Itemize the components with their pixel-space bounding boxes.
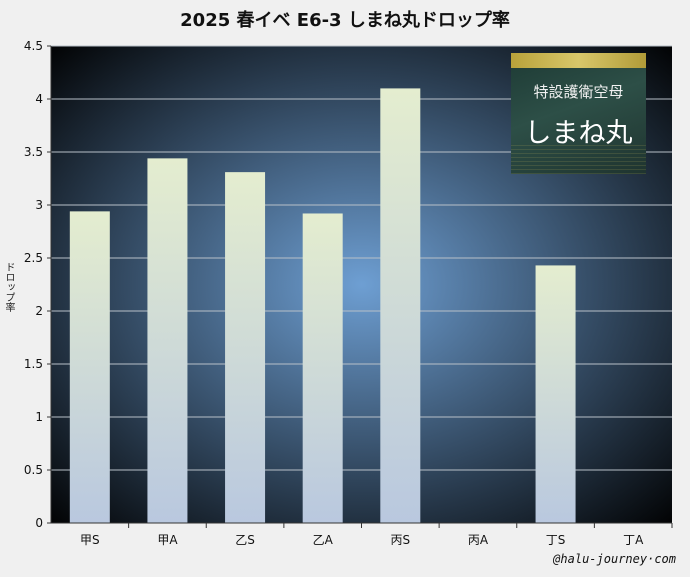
bars	[69, 88, 576, 524]
y-tick-label: 3	[35, 198, 43, 212]
y-tick-label: 2.5	[24, 251, 43, 265]
bar-丁S	[535, 265, 576, 523]
badge-ship-type: 特設護衛空母	[533, 83, 624, 101]
x-tick-label: 丙A	[468, 533, 489, 547]
y-tick-label: 4	[35, 92, 43, 106]
y-tick-label: 4.5	[24, 39, 43, 53]
y-tick-label: 2	[35, 304, 43, 318]
y-tick-label: 1.5	[24, 357, 43, 371]
bar-丙S	[380, 88, 421, 524]
y-tick-labels: 0 0.5 1 1.5 2 2.5 3 3.5 4 4.5	[24, 39, 43, 530]
y-tick-label: 1	[35, 410, 43, 424]
x-tick-label: 甲S	[80, 533, 100, 547]
badge-texture	[511, 144, 646, 174]
axes	[47, 45, 673, 528]
y-axis-label: ドロップ率	[3, 262, 14, 312]
x-tick-labels: 甲S 甲A 乙S 乙A 丙S 丙A 丁S 丁A	[80, 533, 644, 547]
bar-乙A	[302, 213, 343, 524]
x-tick-label: 丙S	[391, 533, 411, 547]
chart-title: 2025 春イベ E6-3 しまね丸ドロップ率	[180, 10, 510, 31]
y-tick-label: 0.5	[24, 463, 43, 477]
bar-甲S	[69, 211, 110, 524]
x-tick-label: 丁A	[623, 533, 644, 547]
x-tick-label: 甲A	[157, 533, 178, 547]
x-tick-label: 乙A	[313, 533, 334, 547]
badge-ship-name: しまね丸	[524, 118, 633, 149]
y-tick-label: 3.5	[24, 145, 43, 159]
ship-badge: 特設護衛空母 しまね丸	[511, 53, 646, 174]
x-tick-label: 乙S	[235, 533, 255, 547]
bar-甲A	[147, 158, 188, 524]
site-credit: @halu-journey·com	[553, 552, 676, 566]
y-tick-label: 0	[35, 516, 43, 530]
badge-gold-band	[511, 53, 646, 68]
bar-乙S	[225, 172, 266, 523]
x-tick-label: 丁S	[546, 533, 566, 547]
